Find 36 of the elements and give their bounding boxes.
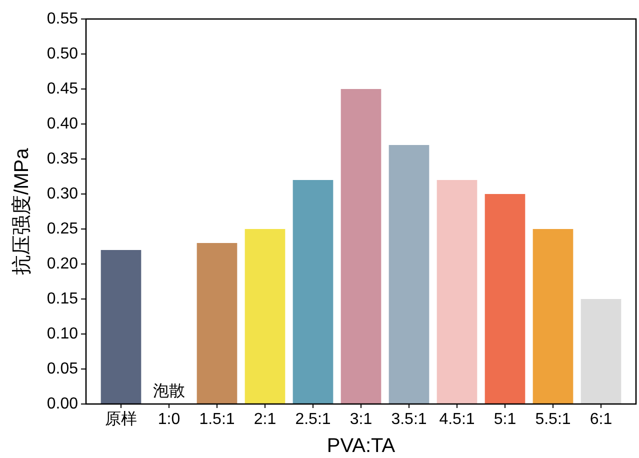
y-tick-label: 0.10 [46,326,78,342]
x-tick-label: 3:1 [350,411,372,428]
x-tick-label: 原样 [105,410,137,428]
y-axis-title: 抗压强度/MPa [11,147,33,275]
x-tick-label: 1.5:1 [199,411,235,428]
bar [436,180,478,404]
bar [196,243,238,404]
bar [580,299,622,404]
x-tick-label: 6:1 [590,411,612,428]
y-tick-label: 0.25 [46,220,78,238]
bar [292,180,334,404]
x-tick-label: 5.5:1 [535,411,571,428]
y-tick-label: 0.00 [46,396,78,412]
y-tick-label: 0.55 [46,10,78,28]
bar [244,229,286,404]
x-tick-label: 1:0 [158,411,180,428]
x-tick-label: 2.5:1 [295,411,331,428]
annotation: 泡散 [153,383,185,400]
y-tick-label: 0.30 [46,186,78,202]
x-axis-title: PVA:TA [326,435,396,457]
y-tick-label: 0.40 [46,116,78,132]
y-tick-label: 0.50 [46,46,78,62]
y-tick-label: 0.35 [46,150,78,168]
bar [484,194,526,404]
x-tick-label: 3.5:1 [391,411,427,428]
x-tick-label: 5:1 [494,411,516,428]
x-tick-label: 2:1 [254,411,276,428]
bar [388,145,430,404]
y-tick-label: 0.15 [46,290,78,308]
bar [532,229,574,404]
y-tick-label: 0.20 [46,256,78,272]
bar [100,250,142,404]
y-tick-label: 0.45 [46,80,78,98]
y-tick-label: 0.05 [46,360,78,378]
x-tick-label: 4.5:1 [439,411,475,428]
bar [340,89,382,404]
